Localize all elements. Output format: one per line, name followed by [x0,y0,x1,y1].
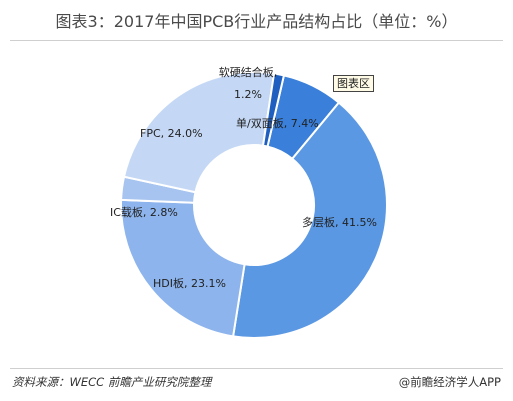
slice-label-2: HDI板, 23.1% [153,276,226,290]
slice-2 [120,198,246,338]
slice-1 [231,101,388,339]
chart-title: 图表3：2017年中国PCB行业产品结构占比（单位：%） [55,12,458,31]
top-divider [10,40,503,41]
source-note: 资料来源：WECC 前瞻产业研究院整理 [12,375,212,389]
brand-note: @前瞻经济学人APP [398,375,501,389]
slice-label-4: FPC, 24.0% [140,127,203,140]
bottom-divider [10,368,503,369]
slice-5 [261,72,286,148]
chart-area-tag: 图表区 [333,75,374,92]
slice-label-5: 软硬结合板, [219,65,278,79]
slice-label-1: 多层板, 41.5% [302,215,377,229]
slice-4 [122,71,276,194]
slice-label-0: 单/双面板, 7.4% [236,116,319,130]
slice-label-3: IC载板, 2.8% [110,205,178,219]
slice-label-5-line2: 1.2% [234,88,262,101]
